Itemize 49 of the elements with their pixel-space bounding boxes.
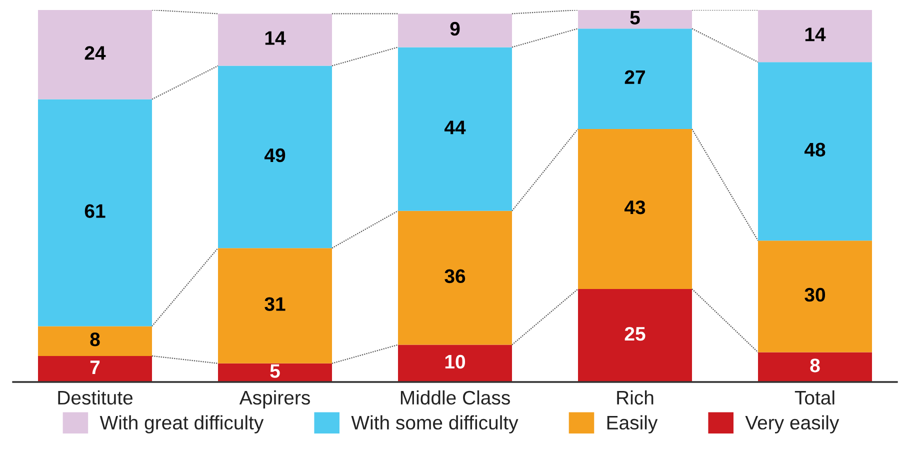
bar <box>758 62 872 241</box>
data-label: 7 <box>90 360 100 374</box>
legend-label: Very easily <box>745 415 840 434</box>
data-label: 14 <box>265 31 286 45</box>
bar <box>758 10 872 62</box>
bar <box>578 129 692 289</box>
data-label: 43 <box>624 200 646 214</box>
bar <box>38 326 152 356</box>
bar <box>38 10 152 100</box>
bar <box>758 240 872 352</box>
data-label: 9 <box>450 22 460 36</box>
bar <box>398 14 512 48</box>
data-label: 27 <box>624 70 645 84</box>
legend-label: With some difficulty <box>351 415 518 434</box>
x-tick-label: Middle Class <box>400 390 510 405</box>
bar <box>398 344 512 382</box>
x-tick-label: Total <box>794 390 834 405</box>
legend-label: Easily <box>607 415 658 434</box>
x-tick-label: Destitute <box>58 390 133 405</box>
bar <box>218 248 332 364</box>
data-label: 44 <box>444 120 466 134</box>
data-label: 14 <box>805 28 826 42</box>
data-label: 49 <box>264 148 286 162</box>
data-label: 31 <box>264 297 286 311</box>
data-label: 30 <box>804 288 826 302</box>
x-tick-label: Rich <box>617 390 654 405</box>
bar <box>38 99 152 326</box>
bar <box>578 28 692 130</box>
data-label: 5 <box>630 10 640 25</box>
bar <box>38 356 152 382</box>
data-label: 48 <box>804 142 826 157</box>
bar <box>218 363 332 382</box>
bar <box>578 289 692 382</box>
data-label: 8 <box>90 332 100 346</box>
bar <box>218 14 332 66</box>
bar <box>218 66 332 248</box>
data-label: 10 <box>445 354 466 369</box>
bar <box>398 47 512 211</box>
data-label: 5 <box>270 364 280 378</box>
x-tick-label: Aspirers <box>239 390 310 408</box>
data-label: 25 <box>624 326 646 341</box>
data-label: 8 <box>810 358 820 372</box>
bar <box>398 210 512 345</box>
data-label: 24 <box>84 46 106 60</box>
legend-label: With great difficulty <box>100 415 264 434</box>
data-label: 61 <box>84 204 106 218</box>
bar <box>758 352 872 382</box>
data-label: 36 <box>444 269 466 284</box>
bar <box>578 10 692 29</box>
